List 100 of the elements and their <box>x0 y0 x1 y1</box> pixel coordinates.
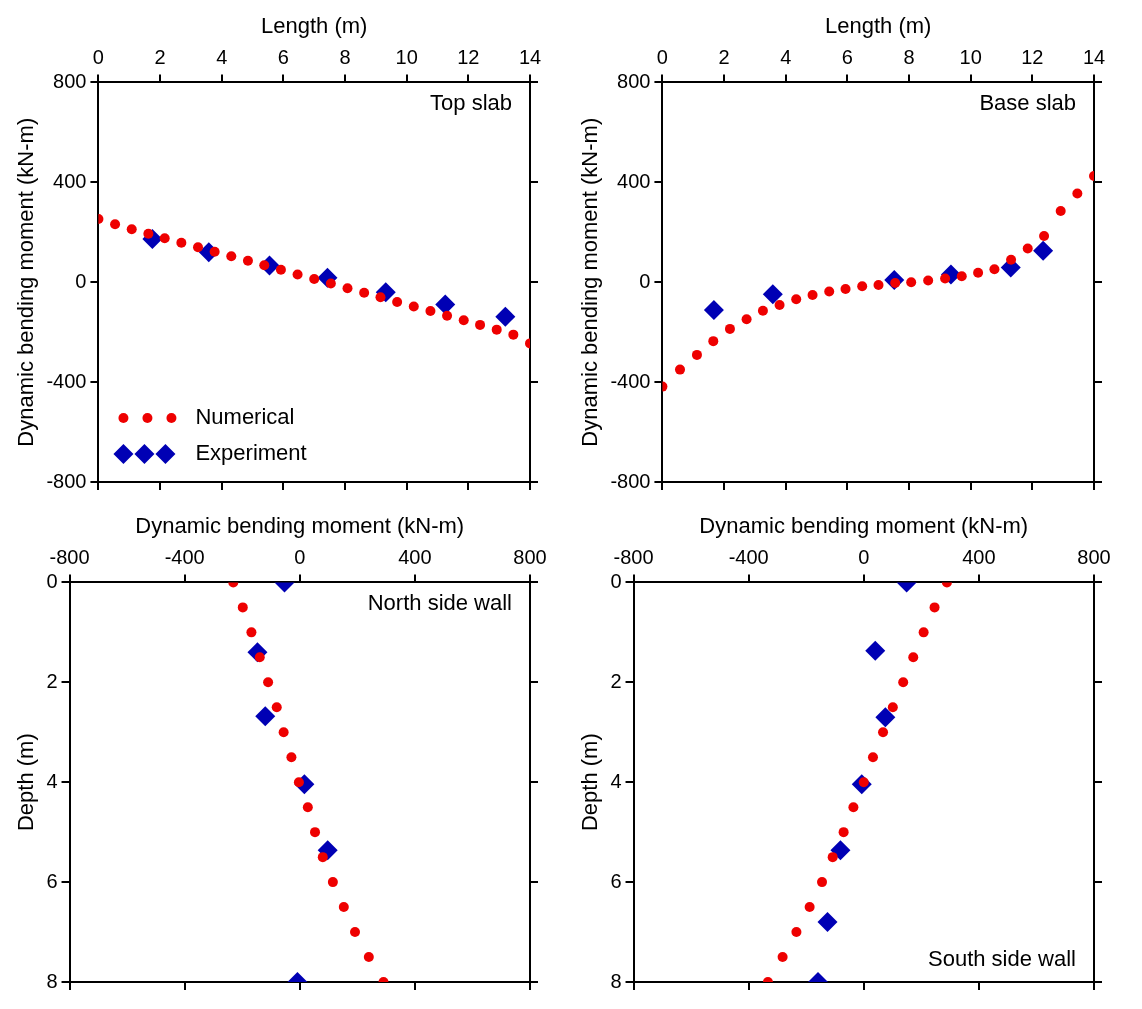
y-tick-label: 6 <box>610 869 622 892</box>
x-tick-label: 14 <box>1082 45 1106 68</box>
x-tick-label: -400 <box>164 545 205 568</box>
x-axis-title: Length (m) <box>825 13 932 39</box>
point <box>804 902 815 913</box>
point <box>824 286 835 297</box>
legend-label: Numerical <box>195 404 295 430</box>
point <box>363 952 374 963</box>
point <box>791 927 802 938</box>
point <box>458 315 469 326</box>
x-tick-label: 6 <box>277 45 289 68</box>
y-tick-label: 4 <box>46 769 58 792</box>
point <box>209 246 220 257</box>
x-tick-label: -400 <box>728 545 769 568</box>
point <box>1006 254 1017 265</box>
point <box>708 336 719 347</box>
point <box>302 802 313 813</box>
point <box>906 277 917 288</box>
point <box>176 237 187 248</box>
y-axis-title: Depth (m) <box>13 733 39 832</box>
x-axis-title: Length (m) <box>261 13 368 39</box>
point <box>392 296 403 307</box>
x-tick-label: 2 <box>718 45 730 68</box>
point <box>1039 231 1050 241</box>
point <box>327 877 338 888</box>
y-tick-label: -800 <box>46 469 87 492</box>
point <box>435 294 456 315</box>
x-tick-label: 14 <box>518 45 542 68</box>
point <box>865 640 886 661</box>
y-tick-label: 2 <box>610 669 622 692</box>
point <box>691 349 702 360</box>
point <box>110 219 121 230</box>
x-tick-label: 10 <box>395 45 418 68</box>
point <box>342 283 353 294</box>
y-tick-label: -800 <box>610 469 651 492</box>
point <box>491 324 502 335</box>
point <box>310 827 321 838</box>
x-axis-title: Dynamic bending moment (kN-m) <box>699 513 1029 539</box>
point <box>1033 240 1054 261</box>
y-tick-label: 8 <box>610 969 622 992</box>
point <box>918 627 929 638</box>
point <box>848 802 859 813</box>
point <box>830 840 851 861</box>
point <box>762 284 783 305</box>
x-tick-label: 12 <box>457 45 480 68</box>
point <box>956 271 967 282</box>
point <box>325 278 336 289</box>
x-tick-label: 6 <box>841 45 853 68</box>
x-axis-title: Dynamic bending moment (kN-m) <box>135 513 465 539</box>
point <box>292 269 303 280</box>
x-tick-label: 4 <box>216 45 228 68</box>
x-tick-label: 12 <box>1021 45 1044 68</box>
point <box>408 301 419 312</box>
point <box>278 727 289 738</box>
y-tick-label: -400 <box>610 369 651 392</box>
x-tick-label: 0 <box>858 545 870 568</box>
point <box>159 233 170 244</box>
point <box>309 273 320 284</box>
y-tick-label: 400 <box>617 169 651 192</box>
point <box>875 707 896 728</box>
point <box>867 752 878 763</box>
y-axis-title: Dynamic bending moment (kN-m) <box>577 117 603 447</box>
point <box>703 299 724 320</box>
y-tick-label: 2 <box>46 669 58 692</box>
point <box>908 652 919 663</box>
x-tick-label: 400 <box>962 545 996 568</box>
point <box>989 264 1000 275</box>
point <box>293 777 304 788</box>
y-tick-label: -400 <box>46 369 87 392</box>
point <box>475 319 486 330</box>
point <box>741 314 752 325</box>
point <box>774 299 785 310</box>
point <box>929 602 940 613</box>
y-tick-label: 6 <box>46 869 58 892</box>
point <box>817 877 828 888</box>
point <box>193 242 203 253</box>
point <box>242 255 253 266</box>
point <box>973 267 984 278</box>
point <box>226 251 237 262</box>
point <box>807 289 818 300</box>
annotation: Base slab <box>979 90 1076 116</box>
point <box>757 305 768 316</box>
y-tick-label: 0 <box>610 569 622 592</box>
y-axis-title: Depth (m) <box>577 733 603 832</box>
point <box>442 310 453 321</box>
point <box>271 702 282 713</box>
point <box>873 279 884 290</box>
y-tick-label: 4 <box>610 769 622 792</box>
y-tick-label: 0 <box>46 569 58 592</box>
x-tick-label: 800 <box>513 545 547 568</box>
x-tick-label: 0 <box>294 545 306 568</box>
point <box>1022 243 1033 254</box>
point <box>359 287 370 298</box>
point <box>126 224 137 235</box>
point <box>887 702 898 713</box>
point <box>878 727 889 738</box>
annotation: North side wall <box>367 590 512 616</box>
point <box>827 852 838 863</box>
x-tick-label: 0 <box>656 45 668 68</box>
x-tick-label: 8 <box>339 45 351 68</box>
